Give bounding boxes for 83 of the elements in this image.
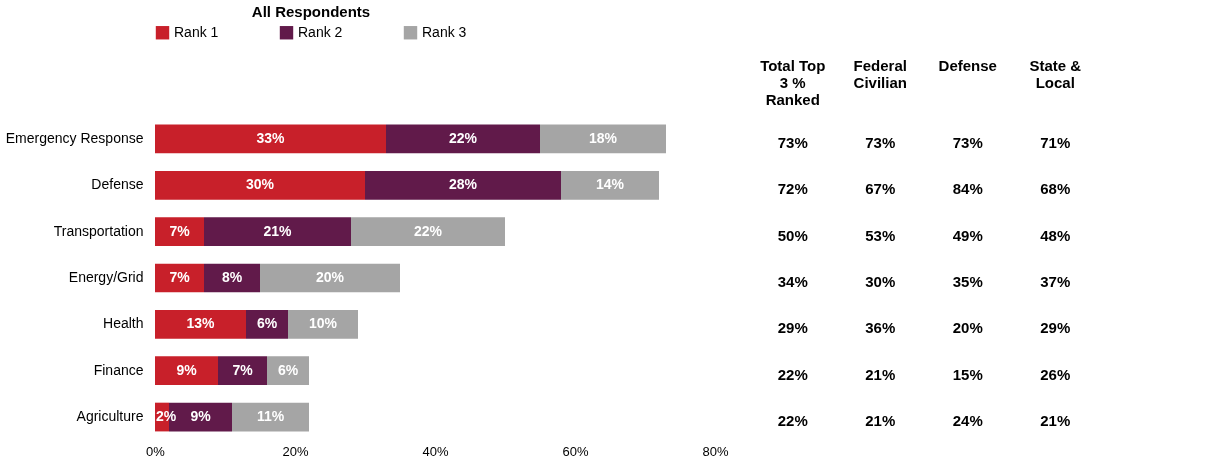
data-label: 10% [308,315,338,332]
text: 20% [952,319,983,337]
bar [386,124,540,154]
y-tick-label: Finance [93,361,144,378]
data-label: 6% [256,315,278,332]
data-label: 18% [588,129,618,146]
data-label: 11% [256,408,285,425]
data-label: 22% [413,222,443,239]
bar [365,170,561,200]
text: 24% [952,412,983,430]
text: 49% [952,226,983,244]
data-label: 13% [186,315,216,332]
bar [155,309,246,339]
y-tick-label: Transportation [53,222,144,239]
text: 48% [1040,226,1071,244]
y-tick-label: Agriculture [76,408,144,425]
legend-label: Rank 3 [422,23,467,40]
bar [260,263,400,293]
text: 73% [952,133,983,151]
legend-title: All Respondents [251,3,371,20]
x-tick-label: 20% [282,443,309,459]
text: 68% [1040,180,1071,198]
category-label: State & Local [1029,56,1082,91]
bar [204,217,351,247]
legend-label: Rank 1 [174,23,219,40]
text: 29% [777,319,808,337]
text: 34% [777,273,808,290]
y-tick-label: Defense [91,176,144,193]
text: 26% [1040,365,1071,383]
text: 36% [865,319,896,337]
data-label: 9% [190,408,212,425]
text: 72% [777,180,808,198]
text: 37% [1040,273,1071,290]
data-label: 7% [232,361,254,378]
y-tick-label: Emergency Response [5,129,144,146]
text: 73% [865,133,896,151]
bar [561,170,659,200]
data-label: 33% [256,129,286,146]
data-label: 2% [156,408,177,425]
text: 22% [777,412,808,430]
bar [218,356,267,386]
bar [540,124,666,154]
text: 84% [952,180,983,198]
legend-label: Rank 2 [298,23,343,40]
text: 71% [1040,133,1071,151]
text: 21% [865,365,896,383]
bar [155,170,365,200]
data-label: 7% [169,222,191,239]
data-label: 7% [169,269,191,285]
data-label: 14% [595,176,625,193]
data-label: 6% [277,361,299,378]
bar [155,124,386,154]
bar [288,309,358,339]
data-label: 30% [245,176,275,193]
text: 67% [865,180,896,198]
text: 21% [865,412,896,430]
data-label: 20% [315,269,345,285]
data-label: 21% [263,222,293,239]
x-tick-label: 60% [562,443,589,459]
data-label: 8% [221,269,243,285]
text: 30% [865,273,896,290]
text: 22% [777,365,808,383]
y-tick-label: Health [103,315,144,332]
data-label: 9% [176,361,198,378]
text: 50% [777,226,808,244]
text: 29% [1040,319,1071,337]
x-tick-label: 80% [702,443,729,459]
x-tick-label: 40% [422,443,449,459]
bar [351,217,505,247]
bar [155,356,218,386]
data-label: 22% [448,129,478,146]
category-label: Total Top 3 % Ranked [760,56,826,108]
category-label: Defense [938,56,997,74]
text: 21% [1040,412,1071,430]
data-label: 28% [448,176,478,193]
text: 53% [865,226,896,244]
x-tick-label: 0% [146,443,166,459]
y-tick-label: Energy/Grid [68,269,144,285]
text: 15% [952,365,983,383]
text: 73% [777,133,808,151]
text: 35% [952,273,983,290]
bar [155,217,204,247]
category-label: Federal Civilian [853,56,907,91]
